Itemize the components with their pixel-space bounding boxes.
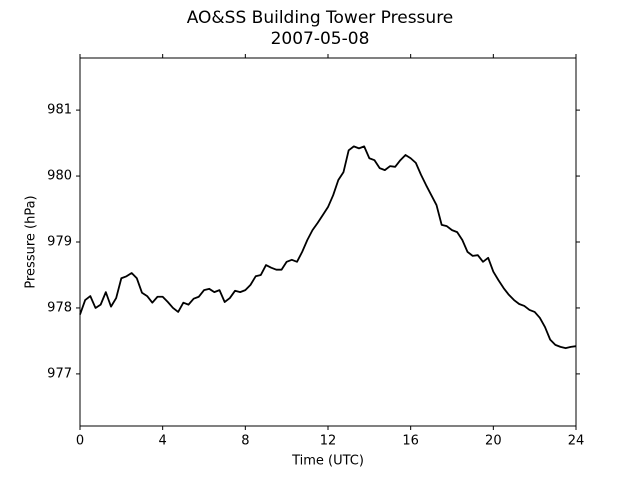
x-tick-label: 4 [159,434,167,449]
y-tick-label: 977 [47,366,72,381]
x-axis-label: Time (UTC) [291,454,364,469]
plot-frame [79,57,577,427]
chart-title: AO&SS Building Tower Pressure [187,8,454,28]
y-tick-label: 981 [47,103,72,118]
x-tick-label: 16 [402,434,419,449]
y-tick-label: 978 [47,300,72,315]
x-tick-label: 20 [485,434,502,449]
x-tick-label: 24 [568,434,585,449]
y-tick-label: 979 [47,235,72,250]
x-tick-label: 8 [241,434,249,449]
chart-subtitle: 2007-05-08 [271,29,370,49]
data-line [79,145,577,350]
x-tick-label: 0 [76,434,84,449]
x-tick-label: 12 [320,434,337,449]
y-axis-label: Pressure (hPa) [24,195,39,288]
y-tick-label: 980 [47,169,72,184]
